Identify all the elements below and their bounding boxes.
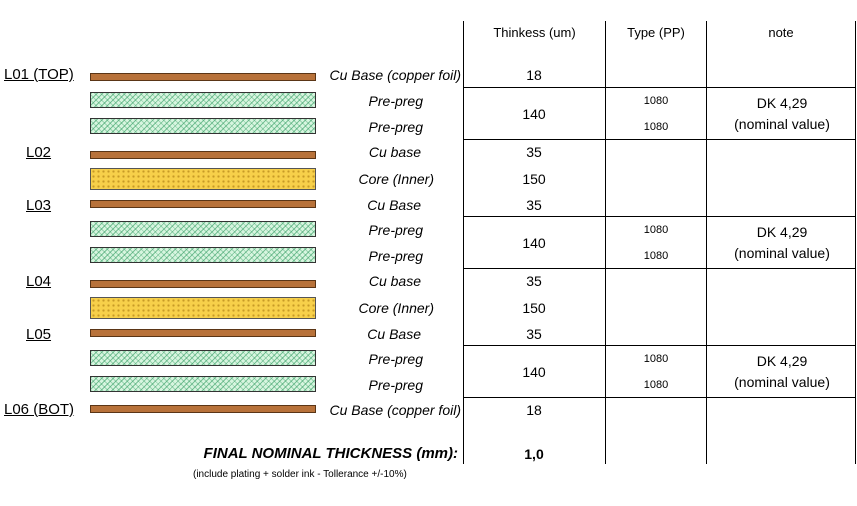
note-nominal: (nominal value) — [734, 374, 830, 390]
prepreg-layer-bar — [90, 247, 316, 263]
material-label: Cu Base (copper foil) — [329, 67, 461, 83]
note-dk: DK 4,29 (nominal value) — [707, 222, 857, 264]
row-divider — [463, 87, 856, 88]
material-label: Pre-preg — [368, 93, 423, 109]
material-label: Cu base — [368, 273, 421, 289]
material-label: Core (Inner) — [358, 171, 434, 187]
note-nominal: (nominal value) — [734, 245, 830, 261]
copper-layer-bar — [90, 329, 316, 337]
note-dk-value: DK 4,29 — [756, 95, 808, 111]
thickness-value: 150 — [522, 171, 546, 187]
layer-label-l02: L02 — [26, 144, 52, 161]
prepreg-layer-bar — [90, 118, 316, 134]
row-divider — [463, 139, 856, 140]
thickness-value: 140 — [522, 106, 546, 122]
copper-layer-bar — [90, 280, 316, 288]
note-dk-value: DK 4,29 — [756, 353, 808, 369]
thickness-value: 18 — [526, 67, 542, 83]
core-layer-bar — [90, 168, 316, 190]
col-divider-1 — [463, 21, 464, 464]
header-thickness: Thinkess (um) — [493, 25, 576, 40]
material-label: Cu base — [368, 144, 421, 160]
material-label: Core (Inner) — [358, 300, 434, 316]
prepreg-layer-bar — [90, 221, 316, 237]
note-nominal: (nominal value) — [734, 116, 830, 132]
col-divider-2 — [605, 21, 606, 464]
pp-type-value: 1080 — [643, 224, 669, 236]
material-label: Pre-preg — [368, 248, 423, 264]
header-type: Type (PP) — [627, 25, 685, 40]
core-layer-bar — [90, 297, 316, 319]
pp-type-value: 1080 — [643, 379, 669, 391]
copper-layer-bar — [90, 73, 316, 81]
pp-type-value: 1080 — [643, 121, 669, 133]
material-label: Cu Base — [367, 326, 421, 342]
prepreg-layer-bar — [90, 376, 316, 392]
pp-type-value: 1080 — [643, 95, 669, 107]
note-dk: DK 4,29 (nominal value) — [707, 351, 857, 393]
col-divider-4 — [855, 21, 856, 464]
material-label: Pre-preg — [368, 222, 423, 238]
material-label: Pre-preg — [368, 377, 423, 393]
material-label: Cu Base — [367, 197, 421, 213]
thickness-value: 35 — [526, 144, 542, 160]
pp-type-value: 1080 — [643, 353, 669, 365]
col-divider-3 — [706, 21, 707, 464]
thickness-value: 150 — [522, 300, 546, 316]
material-label: Pre-preg — [368, 119, 423, 135]
thickness-value: 35 — [526, 197, 542, 213]
note-dk-value: DK 4,29 — [756, 224, 808, 240]
thickness-value: 35 — [526, 326, 542, 342]
layer-label-l06: L06 (BOT) — [4, 401, 75, 418]
material-label: Pre-preg — [368, 351, 423, 367]
row-divider — [463, 345, 856, 346]
prepreg-layer-bar — [90, 350, 316, 366]
copper-layer-bar — [90, 200, 316, 208]
copper-layer-bar — [90, 151, 316, 159]
thickness-value: 140 — [522, 364, 546, 380]
row-divider — [463, 397, 856, 398]
pp-type-value: 1080 — [643, 250, 669, 262]
material-label: Cu Base (copper foil) — [329, 402, 461, 418]
prepreg-layer-bar — [90, 92, 316, 108]
row-divider — [463, 216, 856, 217]
layer-label-l04: L04 — [26, 273, 52, 290]
final-thickness-label: FINAL NOMINAL THICKNESS (mm): — [203, 445, 458, 462]
header-note: note — [768, 25, 794, 40]
copper-layer-bar — [90, 405, 316, 413]
layer-label-l03: L03 — [26, 197, 52, 214]
note-dk: DK 4,29 (nominal value) — [707, 93, 857, 135]
row-divider — [463, 268, 856, 269]
thickness-value: 35 — [526, 273, 542, 289]
thickness-value: 18 — [526, 402, 542, 418]
thickness-value: 140 — [522, 235, 546, 251]
final-thickness-value: 1,0 — [524, 446, 544, 462]
layer-label-l05: L05 — [26, 326, 52, 343]
final-thickness-note: (include plating + solder ink - Tolleran… — [193, 469, 407, 480]
layer-label-l01: L01 (TOP) — [4, 66, 74, 83]
